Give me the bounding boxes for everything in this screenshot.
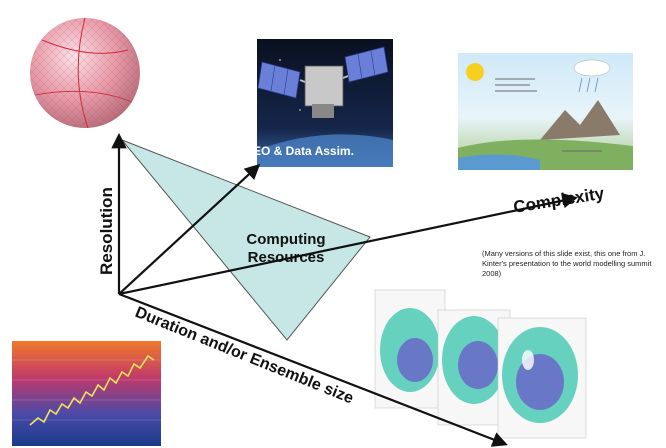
- source-note: (Many versions of this slide exist, this…: [482, 249, 652, 278]
- computing-label-line2: Resources: [247, 249, 325, 266]
- eo-data-assim-label: EO & Data Assim.: [253, 144, 354, 158]
- water-cycle-image: [458, 53, 633, 170]
- temperature-chart-image: [12, 341, 161, 446]
- satellite-image: [257, 39, 393, 167]
- globe-image: [30, 17, 140, 129]
- computing-label-line1: Computing: [246, 231, 326, 248]
- solar-panel-left: [257, 61, 301, 99]
- resolution-axis-label: Resolution: [97, 187, 116, 275]
- complexity-arrow: [118, 193, 579, 296]
- eo-arrow: [118, 163, 261, 295]
- duration-arrow: [118, 292, 508, 447]
- computing-resources-label: Computing Resources: [226, 231, 346, 267]
- ensemble-maps-image: [374, 289, 587, 439]
- computing-resources-triangle: [120, 138, 371, 341]
- solar-panel-right: [344, 46, 389, 83]
